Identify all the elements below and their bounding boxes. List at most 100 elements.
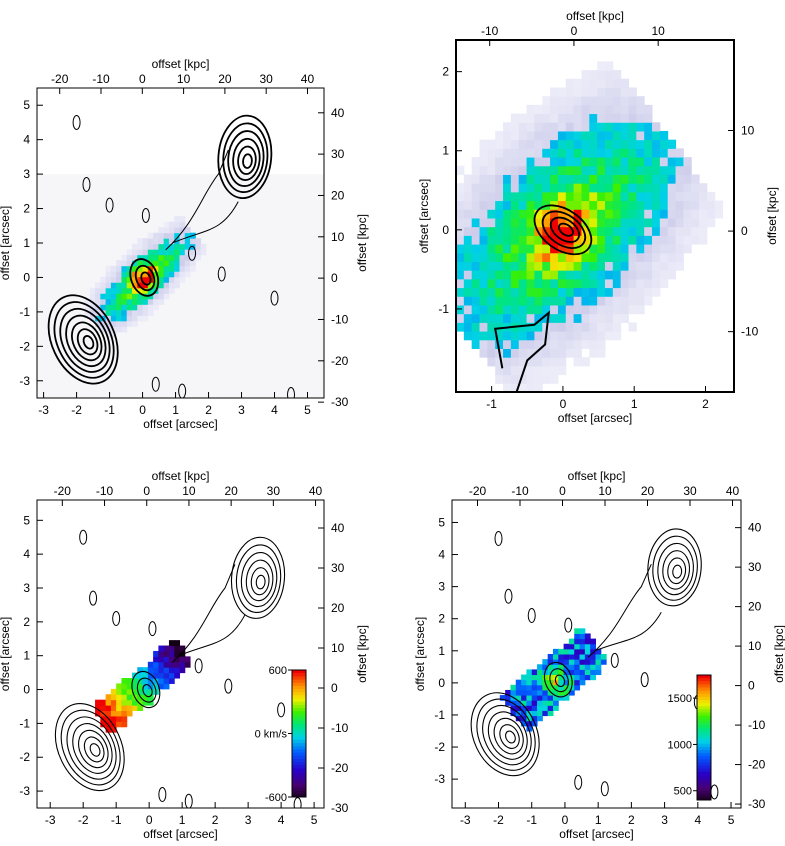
map-pixel [526, 104, 535, 115]
map-pixel [531, 715, 538, 722]
map-pixel [691, 183, 700, 193]
map-pixel [479, 348, 488, 358]
map-pixel [552, 689, 559, 696]
map-pixel [479, 252, 488, 262]
map-pixel [158, 683, 165, 690]
map-pixel [597, 61, 606, 71]
contour-blob [158, 786, 167, 802]
map-pixel [137, 254, 144, 261]
map-pixel [620, 270, 630, 280]
map-pixel [200, 249, 207, 256]
map-pixel [168, 265, 175, 272]
contour-level [554, 674, 566, 688]
colorbar-step [292, 762, 306, 766]
map-pixel [604, 87, 614, 97]
map-pixel [667, 157, 677, 167]
map-pixel [628, 113, 637, 123]
y-tick-label: 4 [23, 547, 30, 561]
x2-tick-label: -20 [469, 484, 487, 498]
map-pixel [537, 674, 543, 681]
map-pixel [531, 710, 538, 717]
map-pixel [636, 96, 645, 106]
map-pixel [568, 659, 575, 665]
map-pixel [574, 648, 581, 655]
colorbar-step [292, 784, 306, 788]
map-pixel [573, 122, 582, 132]
map-pixel [495, 261, 504, 271]
map-pixel [557, 96, 567, 106]
map-pixel [547, 684, 554, 691]
map-pixel [526, 287, 535, 297]
colorbar-step [292, 670, 306, 674]
map-pixel [675, 226, 684, 236]
contour-level [89, 743, 101, 757]
contour-level [232, 137, 261, 181]
map-pixel [589, 296, 598, 306]
map-pixel [503, 139, 512, 149]
map-pixel [153, 249, 159, 256]
map-pixel [515, 684, 522, 691]
map-pixel [463, 304, 473, 315]
contour-level [647, 528, 702, 607]
map-pixel [184, 232, 191, 239]
map-pixel [174, 656, 181, 663]
map-pixel [526, 226, 535, 236]
map-pixel [620, 148, 630, 158]
map-pixel [495, 270, 504, 280]
map-pixel [573, 313, 582, 323]
contour-level [235, 544, 282, 614]
colorbar-step [292, 682, 306, 687]
map-pixel [568, 664, 575, 670]
map-pixel [510, 689, 517, 696]
map-pixel [557, 174, 567, 184]
map-pixel [612, 252, 622, 262]
y2-tick-label: 30 [331, 561, 345, 575]
map-pixel [505, 695, 511, 701]
map-pixel [100, 699, 107, 706]
map-pixel [552, 684, 559, 691]
colorbar-step [292, 695, 306, 700]
x-tick-label: -3 [460, 813, 471, 827]
map-pixel [644, 139, 653, 149]
map-pixel [628, 217, 637, 228]
map-pixel [683, 174, 692, 184]
map-pixel [557, 322, 567, 332]
map-pixel [542, 270, 551, 280]
map-pixel [179, 238, 186, 245]
map-pixel [510, 157, 520, 167]
map-pixel [142, 243, 149, 250]
map-pixel [121, 710, 128, 717]
map-pixel [573, 287, 582, 297]
map-pixel [537, 715, 543, 722]
map-pixel [163, 221, 170, 228]
map-pixel [573, 191, 582, 202]
map-pixel [168, 282, 175, 289]
map-pixel [137, 315, 144, 322]
map-pixel [620, 183, 630, 193]
colorbar-label: 600 [269, 665, 287, 677]
map-pixel [531, 700, 538, 706]
map-pixel [147, 699, 154, 706]
map-pixel [557, 287, 567, 297]
map-pixel [659, 209, 669, 219]
x2-tick-label: -10 [92, 72, 110, 86]
colorbar-step [697, 750, 711, 754]
map-pixel [636, 217, 645, 228]
map-pixel [479, 244, 488, 254]
y2-tick-label: -20 [748, 758, 766, 772]
map-pixel [487, 296, 496, 306]
map-pixel [526, 365, 535, 376]
map-pixel [537, 700, 543, 706]
map-pixel [597, 139, 606, 149]
colorbar-step [292, 771, 306, 776]
map-pixel [518, 244, 528, 254]
map-pixel [534, 383, 543, 392]
map-pixel [691, 200, 700, 210]
map-pixel [510, 304, 520, 315]
map-pixel [179, 243, 186, 250]
map-pixel [620, 287, 630, 297]
map-pixel [584, 669, 591, 676]
colorbar-step [292, 685, 306, 690]
map-pixel [142, 265, 149, 272]
map-pixel [174, 221, 181, 228]
